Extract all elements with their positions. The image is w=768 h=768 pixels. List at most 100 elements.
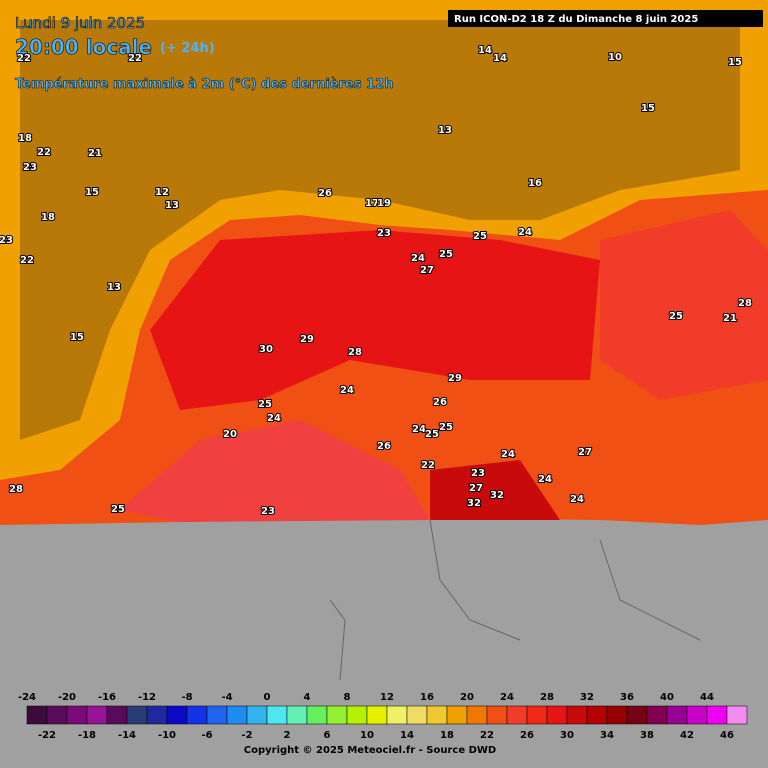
temperature-label: 32 xyxy=(467,498,481,509)
temperature-label: 25 xyxy=(669,311,683,322)
color-swatch xyxy=(206,705,228,725)
temperature-label: 24 xyxy=(340,385,354,396)
temperature-label: 12 xyxy=(155,187,169,198)
color-swatch xyxy=(166,705,188,725)
date: Lundi 9 juin 2025 xyxy=(15,14,145,32)
legend-tick: 14 xyxy=(400,730,414,741)
temperature-label: 22 xyxy=(17,53,31,64)
legend-tick: 34 xyxy=(600,730,614,741)
temperature-label: 13 xyxy=(165,200,179,211)
color-swatch xyxy=(86,705,108,725)
legend-tick: 46 xyxy=(720,730,734,741)
legend-tick: 2 xyxy=(284,730,291,741)
legend-tick: 10 xyxy=(360,730,374,741)
temperature-label: 25 xyxy=(473,231,487,242)
temperature-label: 23 xyxy=(471,468,485,479)
color-swatch xyxy=(386,705,408,725)
temperature-label: 28 xyxy=(348,347,362,358)
color-swatch xyxy=(66,705,88,725)
legend-tick: 24 xyxy=(500,692,514,703)
color-swatch xyxy=(46,705,68,725)
color-swatch xyxy=(566,705,588,725)
legend-tick: 38 xyxy=(640,730,654,741)
temperature-label: 24 xyxy=(570,494,584,505)
color-swatch xyxy=(486,705,508,725)
color-swatch xyxy=(26,705,48,725)
color-swatch xyxy=(126,705,148,725)
temperature-label: 17 xyxy=(365,198,379,209)
color-swatch xyxy=(606,705,628,725)
legend-tick: 28 xyxy=(540,692,554,703)
run-info: Run ICON-D2 18 Z du Dimanche 8 juin 2025 xyxy=(454,14,698,25)
po-valley xyxy=(150,230,600,410)
temperature-label: 25 xyxy=(111,504,125,515)
color-swatch xyxy=(546,705,568,725)
color-swatch xyxy=(586,705,608,725)
legend-tick: -14 xyxy=(118,730,136,741)
legend-tick: 30 xyxy=(560,730,574,741)
temperature-label: 26 xyxy=(377,441,391,452)
legend-tick: -10 xyxy=(158,730,176,741)
temperature-label: 23 xyxy=(261,506,275,517)
legend-tick: 6 xyxy=(324,730,331,741)
temperature-label: 26 xyxy=(318,188,332,199)
color-swatch xyxy=(666,705,688,725)
temperature-label: 24 xyxy=(411,253,425,264)
temperature-label: 27 xyxy=(469,483,483,494)
color-swatch xyxy=(266,705,288,725)
temperature-label: 27 xyxy=(578,447,592,458)
temperature-label: 25 xyxy=(258,399,272,410)
legend-tick: 26 xyxy=(520,730,534,741)
color-swatch xyxy=(446,705,468,725)
legend-tick: 4 xyxy=(304,692,311,703)
legend-tick: -4 xyxy=(221,692,232,703)
temperature-label: 20 xyxy=(223,429,237,440)
color-swatch xyxy=(726,705,748,725)
legend-tick: 0 xyxy=(264,692,271,703)
color-swatch xyxy=(246,705,268,725)
lead-time: (+ 24h) xyxy=(160,41,215,56)
temperature-label: 28 xyxy=(9,484,23,495)
temperature-label: 22 xyxy=(421,460,435,471)
color-swatch xyxy=(286,705,308,725)
legend-tick: -18 xyxy=(78,730,96,741)
temperature-label: 10 xyxy=(608,52,622,63)
color-swatch xyxy=(186,705,208,725)
color-swatch xyxy=(526,705,548,725)
temperature-label: 18 xyxy=(41,212,55,223)
temperature-label: 23 xyxy=(23,162,37,173)
legend-tick: -20 xyxy=(58,692,76,703)
colorbar: -24 -20 -16 -12 -8 -4 0 4 8 12 16 20 24 28 32 36 40 44-22… xyxy=(18,692,748,741)
color-swatch xyxy=(626,705,648,725)
temperature-label: 14 xyxy=(493,53,507,64)
temperature-label: 25 xyxy=(439,249,453,260)
legend-tick: 22 xyxy=(480,730,494,741)
color-swatch xyxy=(646,705,668,725)
color-swatch xyxy=(366,705,388,725)
alps-relief xyxy=(20,20,740,440)
legend-tick: 18 xyxy=(440,730,454,741)
variable: Température maximale à 2m (°C) des derni… xyxy=(15,77,393,92)
temperature-label: 26 xyxy=(433,397,447,408)
legend-tick: -6 xyxy=(201,730,212,741)
local-time: 20:00 locale xyxy=(15,35,152,59)
temperature-label: 21 xyxy=(723,313,737,324)
temperature-label: 15 xyxy=(85,187,99,198)
temperature-label: 23 xyxy=(0,235,13,246)
temperature-label: 30 xyxy=(259,344,273,355)
legend-tick: 40 xyxy=(660,692,674,703)
color-swatch xyxy=(466,705,488,725)
legend-tick: -24 xyxy=(18,692,36,703)
legend-tick: 36 xyxy=(620,692,634,703)
color-swatch xyxy=(426,705,448,725)
temperature-label: 29 xyxy=(300,334,314,345)
temperature-label: 24 xyxy=(267,413,281,424)
color-swatch xyxy=(706,705,728,725)
temperature-label: 32 xyxy=(490,490,504,501)
legend-tick: 16 xyxy=(420,692,434,703)
temperature-label: 15 xyxy=(70,332,84,343)
temperature-label: 18 xyxy=(18,133,32,144)
temperature-label: 23 xyxy=(377,228,391,239)
temperature-label: 14 xyxy=(478,45,492,56)
